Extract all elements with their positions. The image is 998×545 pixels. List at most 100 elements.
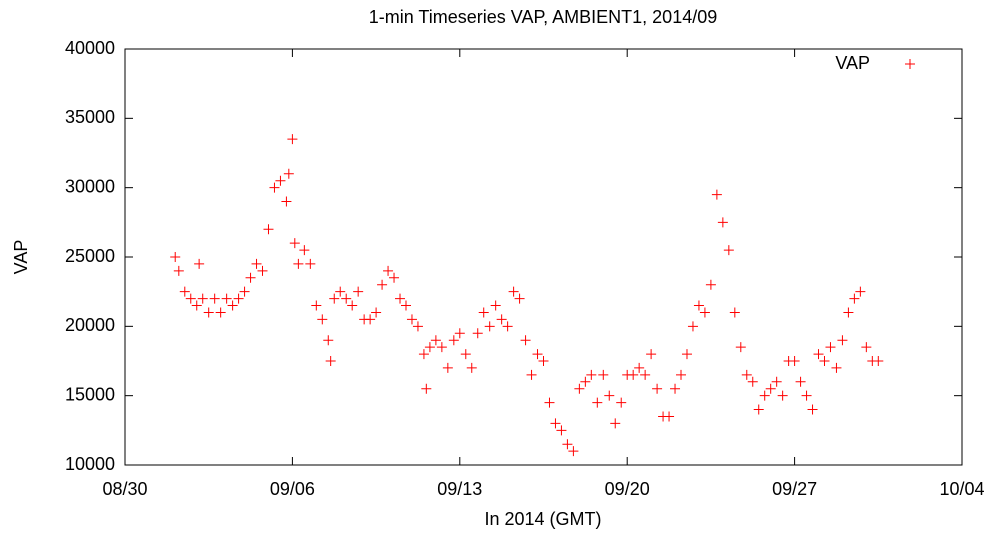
point [556,425,567,436]
point [194,258,205,269]
point [789,356,800,366]
point [173,265,184,276]
point [289,238,300,249]
point [681,349,692,360]
point [693,300,704,311]
point [550,418,561,429]
point [311,300,322,311]
point [873,356,884,366]
point [843,307,854,318]
point [502,321,513,332]
point [466,362,477,373]
point [263,224,274,235]
point [227,300,238,311]
point [496,314,507,325]
point [239,286,250,297]
point [520,335,531,346]
point [807,404,818,415]
x-tick-label: 09/13 [437,479,482,499]
x-tick-label: 08/30 [102,479,147,499]
chart-title: 1-min Timeseries VAP, AMBIENT1, 2014/09 [369,7,718,27]
point [795,376,806,387]
point [825,342,836,353]
point [628,369,639,380]
y-tick-label: 15000 [65,384,115,404]
point [592,397,603,408]
y-axis-label: VAP [11,240,31,275]
point [574,383,585,394]
point [646,349,657,360]
point [400,300,411,311]
point [209,293,220,304]
point [221,293,232,304]
point [777,390,788,401]
point [478,307,489,318]
point [275,175,286,186]
point [562,439,573,450]
point [442,362,453,373]
legend-marker [905,59,915,69]
point [735,342,746,353]
point [233,293,244,304]
point [670,383,681,394]
point [389,272,400,283]
x-tick-label: 09/27 [772,479,817,499]
point [412,321,423,332]
point [257,265,268,276]
point [741,369,752,380]
point [377,279,388,290]
point [526,369,537,380]
point [568,446,579,457]
point [837,335,848,346]
point [538,356,549,366]
point [245,272,256,283]
point [508,286,519,297]
point [687,321,698,332]
point [747,376,758,387]
point [283,168,294,179]
point [436,342,447,353]
point [801,390,812,401]
point [652,383,663,394]
point [831,362,842,373]
point [395,293,406,304]
point [287,134,298,145]
point [281,196,292,207]
point [753,404,764,415]
point [418,349,429,360]
point [861,342,872,353]
point [406,314,417,325]
point [371,307,382,318]
point [514,293,525,304]
point [269,182,280,193]
point [329,293,340,304]
point [335,286,346,297]
point [580,376,591,387]
x-tick-label: 09/20 [605,479,650,499]
point [699,307,710,318]
legend-label: VAP [835,53,870,73]
point [430,335,441,346]
point [676,369,687,380]
point [640,369,651,380]
point [341,293,352,304]
point [424,342,435,353]
point [717,217,728,228]
point [347,300,358,311]
point [490,300,501,311]
point [849,293,860,304]
point [299,245,310,256]
point [185,293,196,304]
y-tick-label: 30000 [65,176,115,196]
x-axis-label: In 2014 (GMT) [484,509,601,529]
point [179,286,190,297]
point [532,349,543,360]
point [634,362,645,373]
point [729,307,740,318]
point [765,383,776,394]
point [664,411,675,422]
point [215,307,226,318]
point [365,314,376,325]
point [317,314,328,325]
